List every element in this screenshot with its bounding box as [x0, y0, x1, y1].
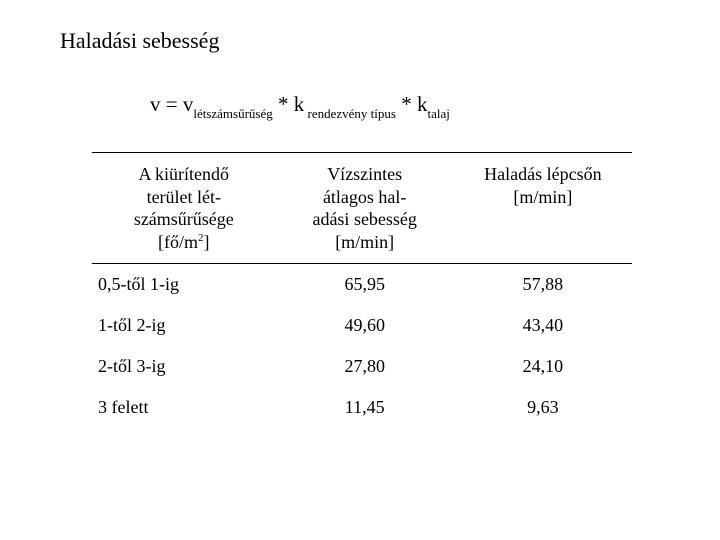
hdr1-unit-close: ] [204, 232, 210, 252]
cell-horizontal: 65,95 [276, 264, 454, 306]
hdr1-unit-open: [fő/m [158, 232, 198, 252]
speed-table: A kiürítendő terület lét- számsűrűsége [… [92, 152, 632, 428]
hdr1-line3: számsűrűsége [134, 209, 234, 229]
cell-horizontal: 11,45 [276, 387, 454, 428]
cell-density: 0,5-től 1-ig [92, 264, 276, 306]
formula-term1-sub: létszámsűrűség [193, 106, 272, 121]
hdr3-unit: [m/min] [513, 187, 572, 207]
speed-formula: v = vlétszámsűrűség * k rendezvény típus… [150, 92, 720, 120]
cell-horizontal: 49,60 [276, 305, 454, 346]
hdr1-line1: A kiürítendő [139, 164, 230, 184]
table-header-density: A kiürítendő terület lét- számsűrűsége [… [92, 153, 276, 264]
formula-eq: = [161, 92, 183, 116]
table-header-horizontal: Vízszintes átlagos hal- adási sebesség [… [276, 153, 454, 264]
table-header-stairs: Haladás lépcsőn [m/min] [454, 153, 632, 264]
formula-term3-var: k [417, 92, 428, 116]
cell-stairs: 9,63 [454, 387, 632, 428]
hdr1-line2: terület lét- [147, 187, 221, 207]
cell-density: 3 felett [92, 387, 276, 428]
formula-term2-sub: rendezvény típus [304, 106, 396, 121]
cell-stairs: 24,10 [454, 346, 632, 387]
cell-horizontal: 27,80 [276, 346, 454, 387]
speed-table-container: A kiürítendő terület lét- számsűrűsége [… [92, 152, 632, 428]
hdr2-line2: átlagos hal- [323, 187, 406, 207]
hdr2-unit: [m/min] [335, 232, 394, 252]
table-header-row: A kiürítendő terület lét- számsűrűsége [… [92, 153, 632, 264]
formula-term3-sub: talaj [427, 106, 449, 121]
hdr2-line3: adási sebesség [312, 209, 416, 229]
page-title: Haladási sebesség [60, 28, 720, 54]
table-row: 3 felett 11,45 9,63 [92, 387, 632, 428]
formula-mul2: * [396, 92, 417, 116]
table-body: 0,5-től 1-ig 65,95 57,88 1-től 2-ig 49,6… [92, 264, 632, 429]
hdr2-line1: Vízszintes [327, 164, 402, 184]
formula-term1-var: v [183, 92, 194, 116]
cell-stairs: 43,40 [454, 305, 632, 346]
formula-lhs: v [150, 92, 161, 116]
cell-density: 1-től 2-ig [92, 305, 276, 346]
table-row: 1-től 2-ig 49,60 43,40 [92, 305, 632, 346]
cell-stairs: 57,88 [454, 264, 632, 306]
formula-mul1: * [273, 92, 294, 116]
cell-density: 2-től 3-ig [92, 346, 276, 387]
formula-term2-var: k [294, 92, 305, 116]
table-row: 0,5-től 1-ig 65,95 57,88 [92, 264, 632, 306]
hdr3-line1: Haladás lépcsőn [484, 164, 601, 184]
table-row: 2-től 3-ig 27,80 24,10 [92, 346, 632, 387]
